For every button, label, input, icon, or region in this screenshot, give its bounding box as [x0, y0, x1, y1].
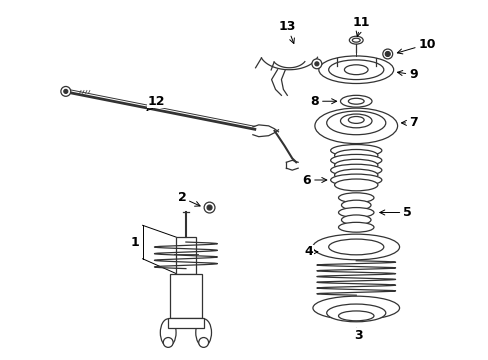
Ellipse shape [351, 38, 360, 42]
Ellipse shape [195, 319, 211, 346]
Ellipse shape [340, 95, 371, 107]
Ellipse shape [334, 169, 377, 181]
Ellipse shape [338, 311, 373, 321]
Text: 1: 1 [130, 235, 139, 248]
Text: 2: 2 [177, 191, 200, 206]
Ellipse shape [338, 222, 373, 232]
Text: 8: 8 [310, 95, 336, 108]
Text: 12: 12 [147, 95, 165, 111]
Text: 10: 10 [397, 38, 435, 54]
Ellipse shape [341, 200, 370, 210]
Circle shape [382, 49, 392, 59]
Ellipse shape [312, 296, 399, 320]
FancyBboxPatch shape [170, 274, 201, 318]
Circle shape [163, 338, 173, 347]
Text: 9: 9 [397, 68, 417, 81]
Text: 4: 4 [304, 246, 317, 258]
Text: 11: 11 [352, 16, 369, 36]
Text: 3: 3 [353, 328, 362, 342]
Ellipse shape [330, 164, 381, 176]
Ellipse shape [347, 98, 364, 104]
Ellipse shape [330, 174, 381, 186]
Ellipse shape [312, 234, 399, 260]
Circle shape [198, 338, 208, 347]
Ellipse shape [340, 114, 371, 128]
Ellipse shape [338, 193, 373, 203]
Ellipse shape [314, 108, 397, 144]
Circle shape [203, 202, 215, 213]
Ellipse shape [348, 36, 363, 44]
Ellipse shape [334, 159, 377, 171]
Ellipse shape [334, 179, 377, 191]
FancyBboxPatch shape [176, 237, 195, 274]
Ellipse shape [347, 117, 364, 123]
Ellipse shape [328, 60, 383, 80]
Ellipse shape [330, 154, 381, 166]
Ellipse shape [330, 145, 381, 156]
Text: 5: 5 [379, 206, 411, 219]
Circle shape [64, 89, 68, 93]
FancyBboxPatch shape [168, 318, 203, 328]
Circle shape [311, 59, 321, 69]
Ellipse shape [334, 149, 377, 161]
Ellipse shape [326, 111, 385, 135]
Ellipse shape [341, 215, 370, 225]
Text: 6: 6 [302, 174, 326, 186]
Ellipse shape [160, 319, 176, 346]
Text: 7: 7 [401, 116, 417, 129]
Text: 13: 13 [278, 20, 295, 44]
Ellipse shape [344, 65, 367, 75]
Circle shape [385, 51, 389, 57]
Ellipse shape [328, 239, 383, 255]
Circle shape [314, 62, 318, 66]
Ellipse shape [326, 304, 385, 322]
Circle shape [206, 205, 212, 210]
Ellipse shape [318, 56, 393, 84]
Ellipse shape [338, 208, 373, 217]
Circle shape [61, 86, 71, 96]
